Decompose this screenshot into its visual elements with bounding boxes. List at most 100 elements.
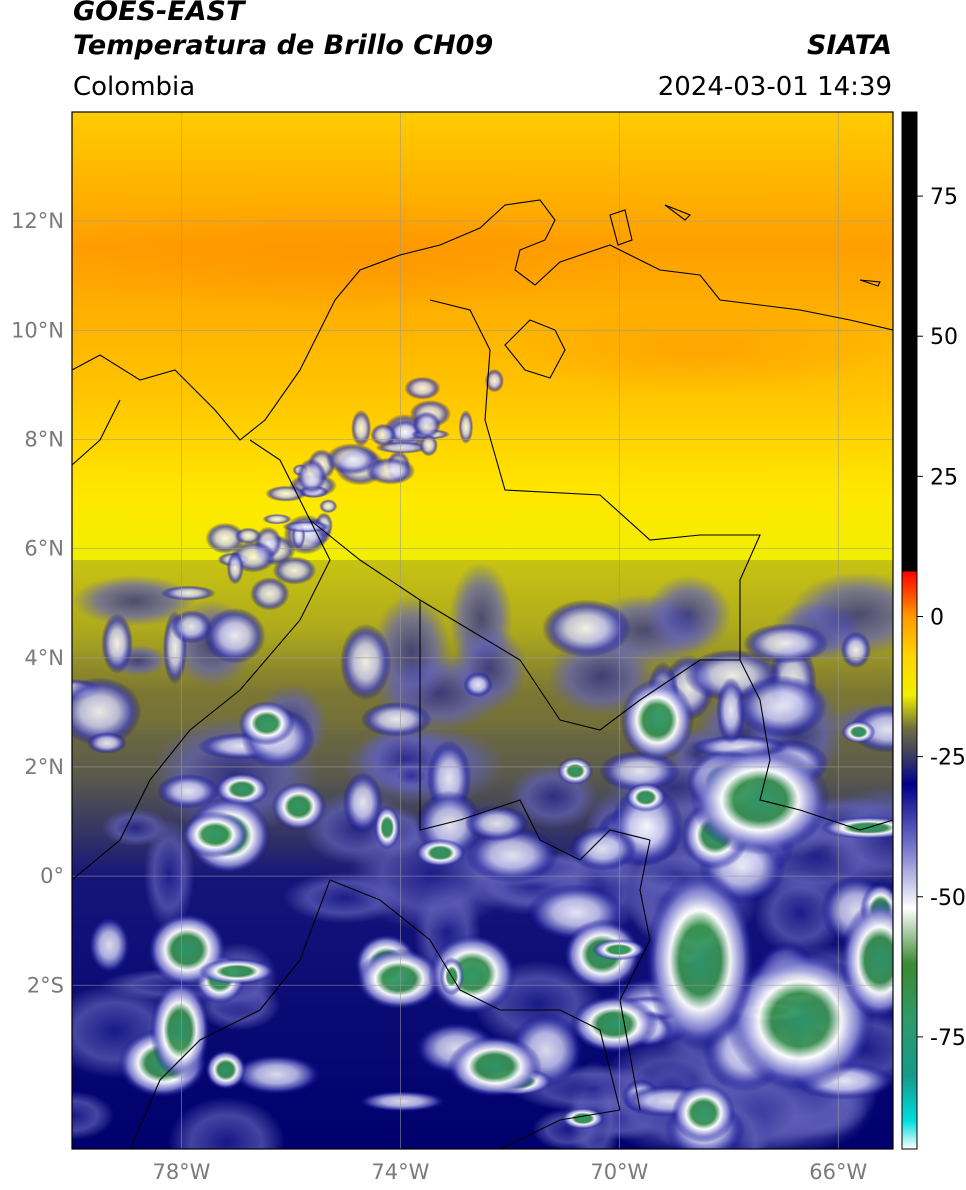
timestamp: 2024-03-01 14:39 xyxy=(657,72,892,102)
cloud-patch xyxy=(569,826,637,871)
cloud-patch xyxy=(238,701,295,746)
lon-tick-label: 66°W xyxy=(809,1160,867,1184)
title-line1: GOES-EAST xyxy=(73,0,245,27)
colorbar-tick-label: 0 xyxy=(930,605,944,630)
cloud-patch xyxy=(340,623,392,701)
cloud-patch xyxy=(296,458,327,494)
cloud-patch xyxy=(250,577,290,611)
cloud-patch xyxy=(372,594,451,708)
lat-tick-label: 0° xyxy=(40,864,64,888)
cloud-patch xyxy=(101,613,133,674)
cloud-patch xyxy=(226,551,244,585)
cloud-patch xyxy=(458,410,474,445)
cloud-patch xyxy=(88,916,131,974)
cloud-patch xyxy=(645,575,732,654)
cloud-patch xyxy=(160,585,216,601)
cloud-patch xyxy=(272,556,317,585)
warm-region xyxy=(72,200,650,310)
title-line2: Temperatura de Brillo CH09 xyxy=(73,30,494,61)
cloud-patch xyxy=(840,900,893,1020)
cloud-patch xyxy=(620,678,695,762)
cloud-patch xyxy=(452,626,528,711)
cloud-patch xyxy=(360,701,432,737)
lat-tick-label: 10°N xyxy=(11,318,64,342)
cloud-patch xyxy=(282,520,331,533)
colorbar-tick-label: 75 xyxy=(930,185,958,210)
cloud-patch xyxy=(570,995,659,1053)
cloud-patch xyxy=(743,623,829,664)
lat-tick-label: 2°S xyxy=(27,973,64,997)
cloud-patch xyxy=(167,1096,286,1149)
lon-tick-label: 78°W xyxy=(152,1160,210,1184)
lat-tick-label: 6°N xyxy=(24,537,64,561)
coastlines-and-borders xyxy=(71,199,894,1150)
colorbar xyxy=(901,111,918,1150)
cloud-patch xyxy=(156,773,220,809)
cloud-patch xyxy=(465,826,559,883)
cloud-patch xyxy=(262,513,292,525)
cloud-patch xyxy=(365,457,416,485)
cloud-patch xyxy=(265,485,307,502)
lat-tick-label: 12°N xyxy=(11,209,64,233)
cloud-patch xyxy=(404,376,441,400)
cloud-patch xyxy=(72,677,142,746)
colorbar-tick-label: -75 xyxy=(930,1026,966,1051)
subtitle: Colombia xyxy=(73,72,196,102)
cloud-patch xyxy=(412,411,441,439)
cloud-patch xyxy=(72,575,197,627)
source-label: SIATA xyxy=(806,30,892,61)
cloud-patch xyxy=(541,599,631,658)
colorbar-tick-label: 25 xyxy=(930,465,958,490)
colorbar-tick-label: 50 xyxy=(930,325,958,350)
lat-tick-label: 4°N xyxy=(24,646,64,670)
cloud-patch xyxy=(415,838,466,867)
lat-tick-label: 8°N xyxy=(24,427,64,451)
cloud-patch xyxy=(271,782,326,831)
cloud-patch xyxy=(375,441,429,454)
cloud-patch xyxy=(735,675,828,738)
cloud-patch xyxy=(557,757,594,785)
cloud-patch xyxy=(625,782,667,812)
cloud-patch xyxy=(231,1054,322,1095)
cloud-patch xyxy=(561,1107,605,1130)
lon-tick-label: 70°W xyxy=(590,1160,648,1184)
cloud-patch xyxy=(754,869,847,956)
cloud-patch xyxy=(72,1091,115,1141)
cloud-patch xyxy=(645,870,755,1050)
cloud-patch xyxy=(235,527,262,545)
cloud-patch xyxy=(464,805,529,842)
cloud-patch xyxy=(463,672,493,698)
cloud-patch xyxy=(592,938,646,961)
cloud-patch xyxy=(820,816,893,840)
cloud-patch xyxy=(716,677,746,744)
lat-tick-label: 2°N xyxy=(24,755,64,779)
cloud-patch xyxy=(198,958,276,985)
cloud-patch xyxy=(841,720,876,744)
cloud-patch xyxy=(319,499,338,514)
cloud-patch xyxy=(87,732,127,754)
cloud-patch xyxy=(355,948,443,1010)
cloud-patch xyxy=(150,980,210,1080)
cloud-patch xyxy=(351,409,372,447)
cloud-patch xyxy=(484,368,504,393)
cloud-patch xyxy=(181,811,249,859)
cloud-patch xyxy=(374,805,400,850)
cloud-patch xyxy=(370,423,397,447)
lon-tick-label: 74°W xyxy=(371,1160,429,1184)
cloud-patch xyxy=(205,522,245,554)
cloud-patch xyxy=(342,772,383,834)
cloud-patch xyxy=(325,443,379,475)
colorbar-tick-label: -25 xyxy=(930,746,966,771)
warm-region xyxy=(500,305,893,395)
cloud-patch xyxy=(447,1035,542,1098)
cloud-patch xyxy=(170,610,213,644)
cloud-patch xyxy=(358,1090,447,1112)
cloud-patch xyxy=(205,1050,247,1090)
colorbar-tick-label: -50 xyxy=(930,886,966,911)
cloud-patch xyxy=(203,607,266,664)
cloud-patch xyxy=(840,631,871,669)
cloud-patch xyxy=(386,760,437,792)
map-frame xyxy=(71,111,894,1150)
cloud-patch xyxy=(671,1082,736,1143)
